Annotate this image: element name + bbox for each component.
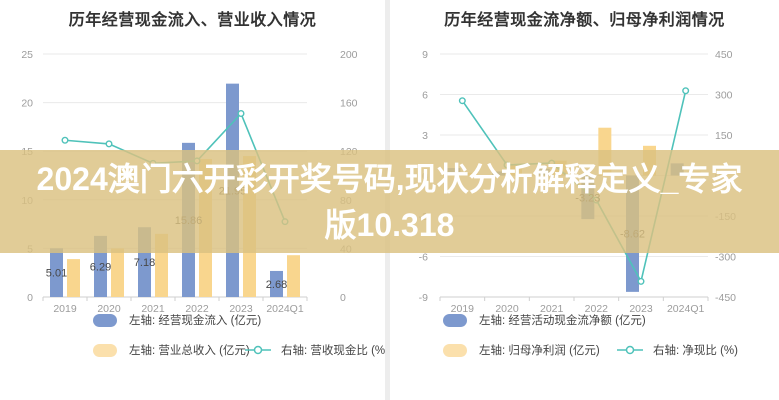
legend-row: 左轴: 经营现金流入 (亿元) — [93, 312, 389, 328]
legend-row: 左轴: 经营活动现金流净额 (亿元) — [443, 312, 738, 328]
svg-text:7.18: 7.18 — [134, 257, 155, 269]
watermark-text-line2: 版10.318 — [324, 206, 455, 243]
left-chart-title: 历年经营现金流入、营业收入情况 — [68, 12, 317, 29]
svg-text:300: 300 — [715, 90, 733, 102]
svg-text:200: 200 — [340, 49, 358, 61]
svg-text:2024Q1: 2024Q1 — [667, 303, 705, 315]
svg-text:150: 150 — [715, 130, 733, 142]
legend-label: 左轴: 经营活动现金流净额 (亿元) — [479, 315, 646, 327]
svg-text:2020: 2020 — [495, 303, 519, 315]
svg-text:-300: -300 — [715, 252, 736, 264]
svg-text:20: 20 — [21, 98, 33, 110]
watermark-text-line1: 2024澳门六开彩开奖号码,现状分析解释定义_专家 — [36, 160, 743, 197]
svg-text:160: 160 — [340, 98, 358, 110]
legend-swatch-blue — [93, 313, 117, 327]
svg-text:2023: 2023 — [629, 303, 653, 315]
svg-text:450: 450 — [715, 49, 733, 61]
svg-text:9: 9 — [422, 49, 428, 61]
legend-swatch-blue — [443, 313, 467, 327]
legend-line-marker-icon — [617, 345, 643, 355]
svg-text:2021: 2021 — [141, 303, 165, 315]
svg-text:-6: -6 — [419, 252, 428, 264]
legend-label: 右轴: 净现比 (%) — [653, 345, 738, 357]
legend-swatch-yellow — [93, 343, 117, 357]
legend-label: 左轴: 营业总收入 (亿元) — [129, 345, 250, 357]
svg-text:25: 25 — [21, 49, 33, 61]
legend-label: 左轴: 归母净利润 (亿元) — [479, 345, 600, 357]
left-chart-legend: 左轴: 经营现金流入 (亿元) 左轴: 营业总收入 (亿元) 右轴: 营收现金比… — [93, 312, 389, 372]
watermark-banner: 2024澳门六开彩开奖号码,现状分析解释定义_专家 版10.318 — [0, 150, 779, 253]
svg-text:2021: 2021 — [540, 303, 564, 315]
svg-text:6.29: 6.29 — [90, 261, 111, 273]
svg-text:-450: -450 — [715, 292, 736, 304]
svg-text:2024Q1: 2024Q1 — [266, 303, 304, 315]
legend-label: 右轴: 营收现金比 (%) — [281, 345, 389, 357]
legend-row: 左轴: 营业总收入 (亿元) 右轴: 营收现金比 (%) — [93, 342, 389, 358]
svg-text:0: 0 — [340, 292, 346, 304]
svg-text:5.01: 5.01 — [46, 268, 67, 280]
svg-text:3: 3 — [422, 130, 428, 142]
svg-text:6: 6 — [422, 90, 428, 102]
svg-text:2022: 2022 — [585, 303, 609, 315]
svg-text:0: 0 — [27, 292, 33, 304]
legend-swatch-yellow — [443, 343, 467, 357]
right-chart-legend: 左轴: 经营活动现金流净额 (亿元) 左轴: 归母净利润 (亿元) 右轴: 净现… — [443, 312, 738, 372]
svg-text:2023: 2023 — [229, 303, 253, 315]
svg-text:2022: 2022 — [185, 303, 209, 315]
svg-text:-9: -9 — [419, 292, 428, 304]
svg-text:2.68: 2.68 — [266, 279, 287, 291]
legend-line-marker-icon — [245, 345, 271, 355]
legend-label: 左轴: 经营现金流入 (亿元) — [129, 315, 262, 327]
legend-row: 左轴: 归母净利润 (亿元) 右轴: 净现比 (%) — [443, 342, 738, 358]
right-chart-title: 历年经营现金流净额、归母净利润情况 — [444, 12, 725, 29]
svg-text:2019: 2019 — [451, 303, 475, 315]
svg-text:2020: 2020 — [97, 303, 121, 315]
svg-text:2019: 2019 — [53, 303, 77, 315]
